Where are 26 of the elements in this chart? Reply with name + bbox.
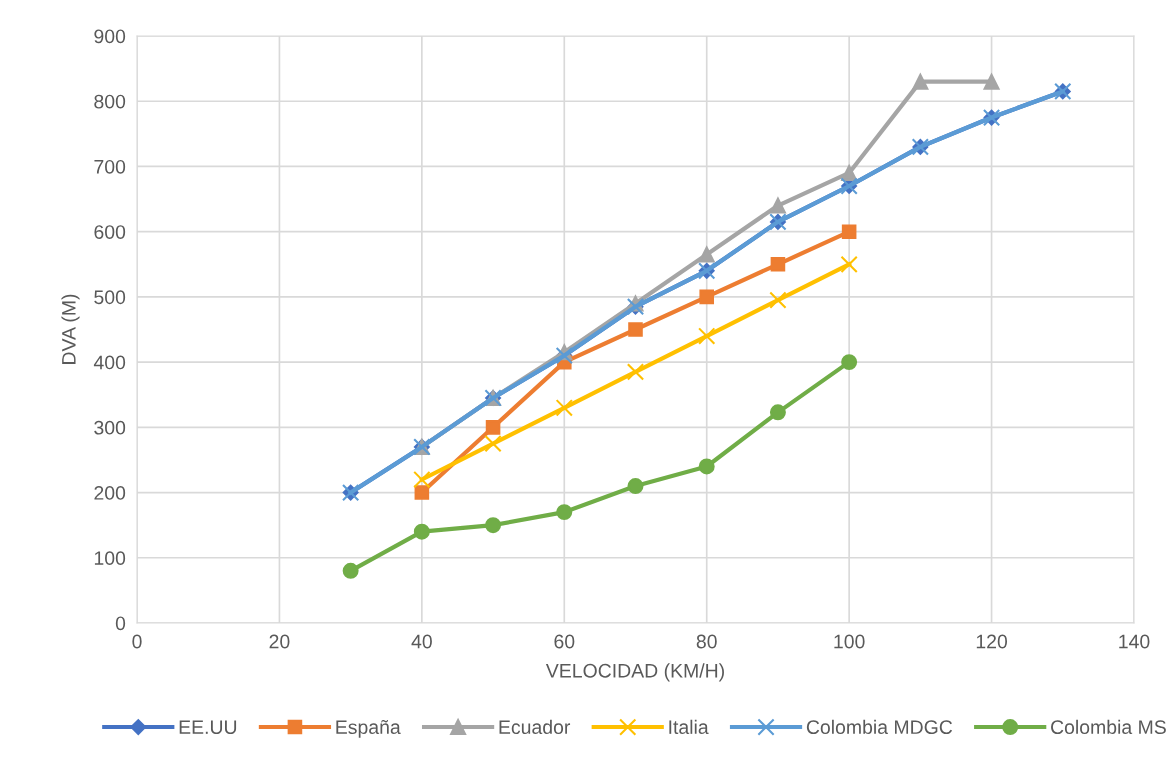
x-tick-label: 80 — [696, 634, 717, 649]
y-tick-label: 400 — [93, 355, 126, 370]
y-tick-label: 200 — [94, 486, 126, 500]
y-tick-label: 900 — [94, 29, 126, 44]
y-tick-label: 700 — [94, 159, 126, 174]
x-tick-label: 60 — [554, 634, 575, 649]
legend-label: EE.UU — [179, 720, 237, 735]
legend-label: Colombia MS — [1051, 719, 1166, 735]
y-tick-label: 100 — [94, 551, 126, 566]
legend-label: España — [336, 719, 401, 738]
x-tick-label: 100 — [834, 634, 865, 649]
y-tick-label: 0 — [115, 616, 126, 631]
y-tick-label: 300 — [94, 420, 126, 435]
x-axis-title: VELOCIDAD (KM/H) — [545, 663, 724, 682]
x-tick-label: 40 — [411, 634, 432, 649]
legend-label: Ecuador — [499, 719, 571, 735]
y-tick-label: 500 — [94, 290, 126, 305]
x-tick-label: 20 — [269, 634, 290, 649]
x-tick-label: 140 — [1119, 634, 1150, 649]
y-axis-title: DVA (M) — [61, 294, 80, 364]
y-tick-label: 600 — [94, 225, 126, 239]
legend-label: Colombia MDGC — [806, 719, 953, 735]
y-tick-label: 800 — [94, 94, 126, 109]
legend-label: Italia — [669, 719, 709, 735]
x-tick-label: 0 — [132, 634, 142, 649]
x-tick-label: 120 — [976, 634, 1008, 649]
